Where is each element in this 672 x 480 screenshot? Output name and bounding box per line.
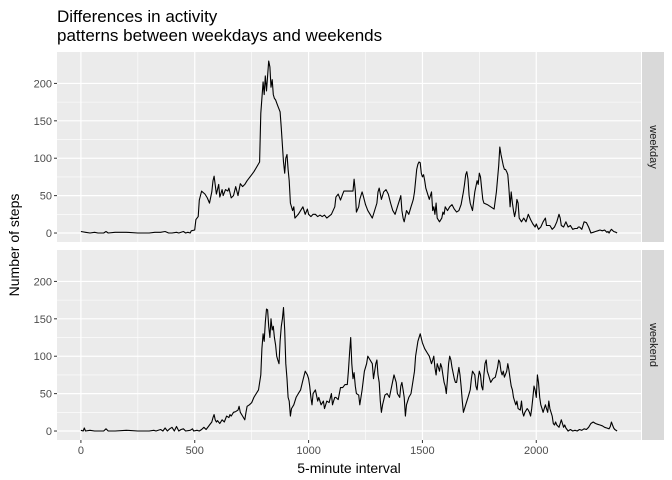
panel-background bbox=[57, 250, 641, 440]
x-tick-label: 1500 bbox=[410, 445, 434, 457]
chart-title-line-1: Differences in activity bbox=[57, 7, 218, 26]
y-tick-label: 100 bbox=[34, 153, 52, 165]
y-tick-label: 150 bbox=[34, 314, 52, 326]
facet-strip bbox=[642, 52, 664, 242]
x-tick-label: 0 bbox=[78, 445, 84, 457]
series-line-weekday bbox=[80, 60, 618, 234]
x-axis-title: 5-minute interval bbox=[297, 460, 401, 476]
y-tick-label: 0 bbox=[46, 426, 52, 438]
y-tick-label: 0 bbox=[46, 228, 52, 240]
y-tick-label: 50 bbox=[40, 389, 52, 401]
facet-panel-weekday: 0 50 100 150 200 weekday bbox=[34, 52, 664, 242]
facet-strip-label: weekday bbox=[647, 124, 659, 169]
facet-panels: 0 50 100 150 200 weekday 0 50 100 150 200 weekend 0 5… bbox=[34, 52, 664, 457]
x-tick-label: 2000 bbox=[524, 445, 548, 457]
panel-background bbox=[57, 52, 641, 242]
series-line-weekend bbox=[80, 307, 618, 432]
facet-strip-label: weekend bbox=[647, 322, 659, 367]
y-axis-title: Number of steps bbox=[6, 194, 22, 297]
facet-strip bbox=[642, 250, 664, 440]
y-tick-label: 150 bbox=[34, 116, 52, 128]
x-tick-label: 1000 bbox=[296, 445, 320, 457]
chart-title-line-2: patterns between weekdays and weekends bbox=[57, 26, 382, 45]
y-tick-label: 100 bbox=[34, 351, 52, 363]
x-tick-label: 500 bbox=[186, 445, 204, 457]
y-tick-label: 50 bbox=[40, 191, 52, 203]
facet-panel-weekend: 0 50 100 150 200 weekend bbox=[34, 250, 664, 440]
y-tick-label: 200 bbox=[34, 276, 52, 288]
y-tick-label: 200 bbox=[34, 78, 52, 90]
